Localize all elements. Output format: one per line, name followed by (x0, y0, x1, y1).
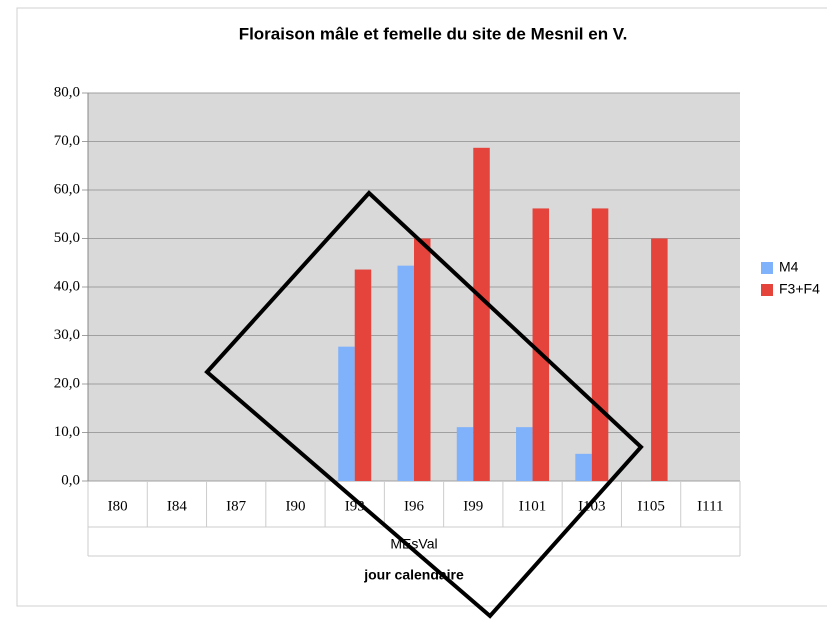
y-tick-label: 50,0 (54, 230, 80, 246)
legend-label: F3+F4 (779, 281, 820, 297)
bar (591, 208, 609, 481)
chart-title: Floraison mâle et femelle du site de Mes… (239, 24, 628, 43)
marks: 0,0 10,0 20,0 30,0 40,0 50,0 60,0 70,0 80,0 I80 I8… (54, 84, 820, 527)
x-tick-label: I96 (404, 498, 424, 514)
legend-swatch (761, 284, 773, 296)
y-tick-label: 40,0 (54, 278, 80, 294)
y-tick-label: 0,0 (61, 472, 80, 488)
bar (516, 427, 533, 481)
overlay-shape (204, 190, 644, 619)
x-tick-label: I80 (108, 498, 128, 514)
x-tick-label: I101 (519, 498, 547, 514)
bar (651, 238, 668, 481)
bar (414, 238, 431, 481)
x-tick-label: I90 (285, 498, 305, 514)
y-tick-label: 60,0 (54, 181, 80, 197)
x-tick-label: I99 (463, 498, 483, 514)
x-tick-label: I111 (697, 498, 723, 514)
y-tick-label: 20,0 (54, 375, 80, 391)
y-tick-label: 80,0 (54, 84, 80, 100)
y-tick-label: 70,0 (54, 133, 80, 149)
legend-swatch (761, 262, 773, 274)
bar (473, 147, 490, 481)
bar (397, 265, 414, 481)
bar (456, 427, 474, 481)
x-tick-label: I84 (167, 498, 187, 514)
bar (532, 208, 550, 481)
legend-label: M4 (779, 259, 799, 275)
y-tick-label: 30,0 (54, 327, 80, 343)
x-tick-label: I87 (226, 498, 246, 514)
bar (338, 346, 355, 481)
bar (354, 269, 372, 481)
x-tick-label: I105 (637, 498, 665, 514)
y-tick-label: 10,0 (54, 424, 80, 440)
bar (575, 453, 592, 481)
